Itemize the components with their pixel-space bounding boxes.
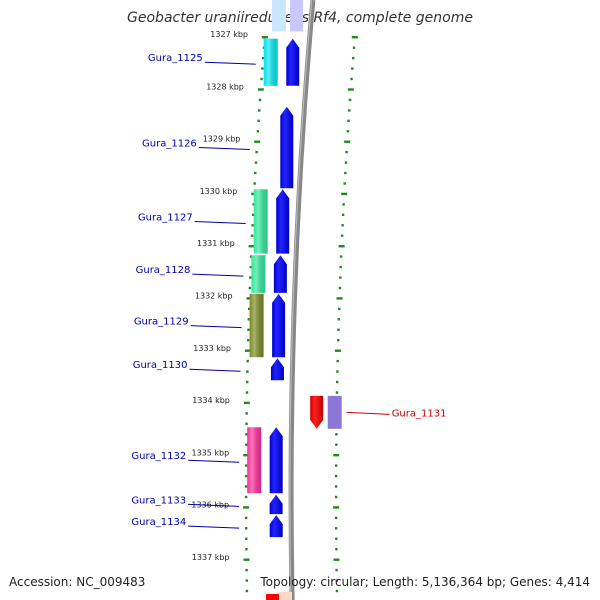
cds-arrow-partial bbox=[290, 0, 304, 32]
cds-arrow-gura_1133[interactable] bbox=[269, 494, 283, 515]
scale-tick-label: 1335 kbp bbox=[191, 448, 229, 457]
gene-label[interactable]: Gura_1132 bbox=[131, 451, 186, 462]
inner-tick-ring bbox=[243, 36, 268, 593]
cds-arrow-gura_1127[interactable] bbox=[276, 189, 290, 254]
cds-arrow-gura_1129[interactable] bbox=[272, 293, 286, 358]
cds-arrow-gura_1132[interactable] bbox=[269, 427, 283, 494]
gene-label[interactable]: Gura_1128 bbox=[136, 265, 191, 276]
cds-arrow-gura_1130[interactable] bbox=[270, 358, 284, 381]
cds-arrow-gura_1131[interactable] bbox=[310, 395, 324, 429]
scale-tick-label: 1329 kbp bbox=[203, 135, 241, 144]
gene-label[interactable]: Gura_1133 bbox=[131, 495, 186, 506]
gene-label[interactable]: Gura_1125 bbox=[148, 53, 203, 64]
scale-tick-label: 1337 kbp bbox=[192, 553, 230, 562]
scale-tick-label: 1333 kbp bbox=[193, 344, 231, 353]
genome-backbone bbox=[288, 0, 316, 600]
scale-tick-label: 1328 kbp bbox=[206, 82, 244, 91]
scale-tick-label: 1330 kbp bbox=[200, 187, 238, 196]
scale-tick-label: 1327 kbp bbox=[210, 30, 248, 39]
cds-arrow-gura_1126[interactable] bbox=[280, 106, 294, 189]
scale-tick-label: 1334 kbp bbox=[192, 396, 230, 405]
cds-arrow-gura_1125[interactable] bbox=[286, 38, 300, 86]
cds-arrow-partial-bottom bbox=[266, 594, 280, 600]
cog-block-partial-bottom bbox=[280, 592, 293, 600]
outer-tick-ring bbox=[333, 36, 358, 593]
genome-summary: Topology: circular; Length: 5,136,364 bp… bbox=[260, 575, 590, 589]
cog-block-partial bbox=[272, 0, 287, 32]
cog-block-gura_1131 bbox=[327, 395, 342, 429]
gene-label[interactable]: Gura_1131 bbox=[392, 408, 447, 419]
accession-label: Accession: NC_009483 bbox=[9, 575, 146, 589]
gene-label[interactable]: Gura_1126 bbox=[142, 139, 197, 150]
gene-label[interactable]: Gura_1129 bbox=[134, 317, 189, 328]
cds-arrow-gura_1134[interactable] bbox=[269, 515, 283, 538]
gene-label[interactable]: Gura_1130 bbox=[133, 360, 188, 371]
cds-arrow-gura_1128[interactable] bbox=[273, 255, 287, 293]
scale-tick-label: 1331 kbp bbox=[197, 239, 235, 248]
gene-label[interactable]: Gura_1127 bbox=[138, 213, 193, 224]
scale-tick-label: 1332 kbp bbox=[195, 292, 233, 301]
gene-label[interactable]: Gura_1134 bbox=[131, 517, 186, 528]
